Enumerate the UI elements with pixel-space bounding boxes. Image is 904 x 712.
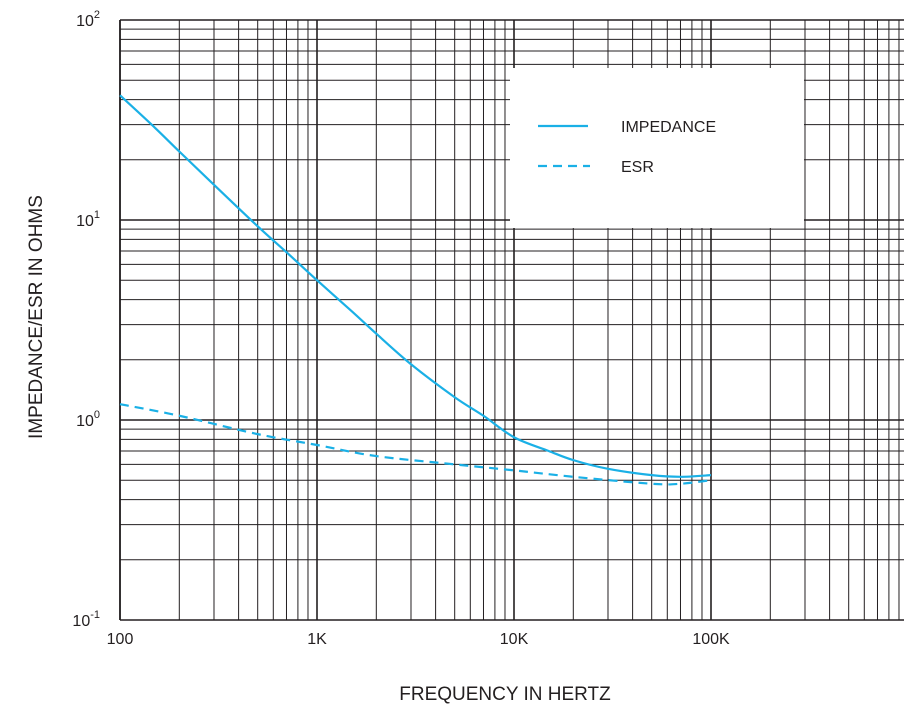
series-layer [119,94,712,486]
y-tick-label: 101 [76,209,100,230]
grid-major-lines [119,19,904,621]
x-tick-label: 10K [500,631,529,648]
legend-impedance-label: IMPEDANCE [621,119,716,136]
y-tick-base: 10 [76,413,94,430]
y-tick-base: 10 [72,613,90,630]
legend-esr-label: ESR [621,159,654,176]
series-line-esr [119,403,712,486]
y-tick-exponent: 1 [94,209,100,221]
series-line-impedance [119,94,712,478]
legend: IMPEDANCE ESR [510,68,804,228]
y-tick-label: 102 [76,9,100,30]
y-tick-exponent: 2 [94,9,100,21]
y-tick-base: 10 [76,213,94,230]
x-tick-labels: 100 1K 10K 100K [107,631,730,648]
y-tick-label: 10-1 [72,609,100,630]
x-tick-label: 1K [307,631,327,648]
y-tick-exponent: 0 [94,409,100,421]
x-tick-label: 100K [692,631,730,648]
x-tick-label: 100 [107,631,134,648]
y-tick-label: 100 [76,409,100,430]
x-axis-title: FREQUENCY IN HERTZ [399,684,611,705]
y-tick-base: 10 [76,13,94,30]
legend-box [510,68,804,228]
y-tick-exponent: -1 [90,609,100,621]
y-axis-title: IMPEDANCE/ESR IN OHMS [26,195,47,439]
